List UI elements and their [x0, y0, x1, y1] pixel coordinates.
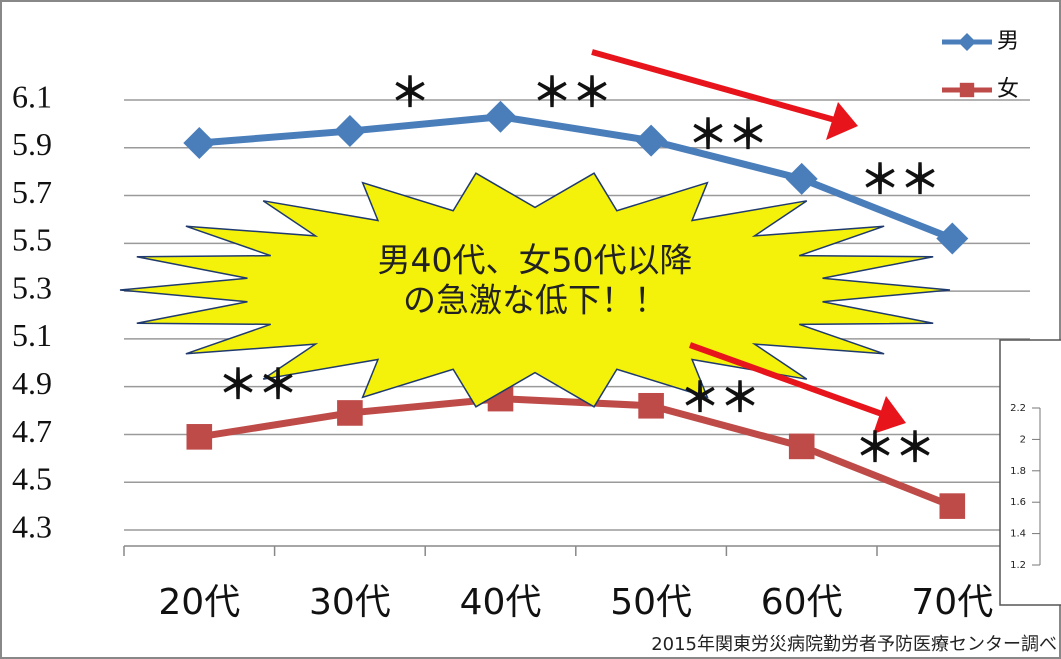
callout-burst	[119, 172, 951, 408]
source: 2015年関東労災病院勤労者予防医療センター調べ	[651, 634, 1057, 655]
inset-tick-label: 2.2	[1010, 403, 1026, 414]
x-tick-label: 30代	[309, 582, 391, 623]
y-tick-label: 4.9	[12, 365, 52, 401]
inset-tick-label: 2	[1020, 434, 1026, 445]
marker	[484, 100, 517, 133]
significance-mark: ＊＊	[680, 375, 760, 421]
marker	[939, 493, 966, 519]
marker	[959, 82, 975, 98]
marker	[183, 127, 216, 159]
y-tick-label: 4.7	[12, 413, 52, 449]
inset-tick-label: 1.2	[1010, 560, 1026, 571]
legend-label: 男	[997, 29, 1019, 54]
y-tick-label: 4.3	[12, 508, 52, 544]
series-line	[198, 395, 954, 510]
callout-text: 男40代、女50代以降	[378, 241, 693, 280]
marker	[186, 424, 213, 450]
y-tick-label: 5.9	[12, 126, 52, 162]
significance-mark: ＊＊	[860, 157, 940, 203]
significance-mark: ＊＊	[855, 425, 935, 471]
marker	[638, 392, 664, 419]
marker	[788, 433, 815, 460]
marker	[958, 33, 976, 51]
x-tick-label: 40代	[460, 582, 542, 623]
x-tick-label: 60代	[761, 582, 843, 623]
significance-mark: ＊	[390, 70, 430, 116]
series-line	[199, 113, 954, 242]
y-tick-label: 5.1	[12, 317, 52, 353]
inset-tick-label: 1.4	[1010, 529, 1026, 540]
inset-tick-label: 1.8	[1010, 466, 1026, 477]
y-tick-label: 5.7	[12, 174, 52, 210]
significance-mark: ＊＊	[532, 70, 612, 116]
inset-tick-label: 1.6	[1010, 497, 1026, 508]
y-tick-label: 5.5	[12, 222, 52, 258]
arrows	[591, 49, 906, 434]
legend-label: 女	[997, 77, 1019, 102]
x-tick-label: 20代	[158, 582, 240, 623]
y-tick-label: 6.1	[12, 78, 52, 114]
x-tick-label: 70代	[911, 582, 993, 623]
inset-frame	[999, 339, 1061, 606]
marker	[785, 162, 818, 195]
marker	[936, 222, 969, 255]
x-tick-label: 50代	[610, 582, 692, 623]
marker	[337, 400, 363, 426]
significance-mark: ＊＊	[688, 112, 768, 158]
significance-mark: ＊＊	[218, 362, 298, 408]
y-tick-label: 5.3	[12, 269, 52, 305]
marker	[333, 115, 366, 148]
marker	[635, 124, 668, 157]
callout-text: の急激な低下！！	[403, 281, 667, 320]
y-tick-label: 4.5	[12, 461, 52, 497]
